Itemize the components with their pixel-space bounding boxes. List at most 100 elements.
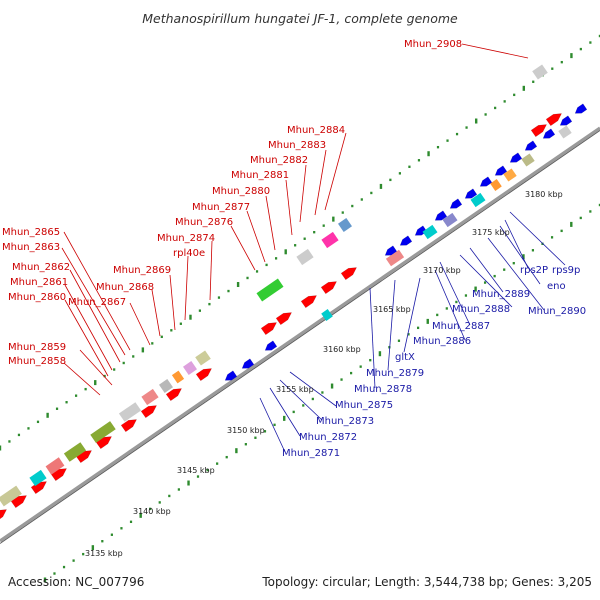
upper-tick-dot [551,67,554,70]
gene-label-top: Mhun_2865 [2,227,60,238]
feature-box [90,421,116,443]
scale-label: 3150 kbp [227,426,265,435]
lower-tick-dot [168,494,171,498]
lower-tick-dot [416,326,420,330]
gene-label-top: Mhun_2859 [8,342,66,353]
scale-label: 3160 kbp [323,345,361,354]
upper-tick-dot [274,257,278,260]
leader-line-bottom [439,261,471,326]
leader-line-top [64,284,113,371]
leader-line-bottom [499,225,541,285]
lower-tick-dot [254,436,257,439]
feature-box [0,485,22,507]
lower-tick-dot [321,391,324,394]
lower-tick-dot [378,351,382,357]
leader-line-top [169,274,176,331]
gene-label-top: Mhun_2861 [10,277,68,288]
upper-tick-dot [132,355,135,358]
gene-label-bottom: Mhun_2878 [354,384,412,395]
upper-tick-dot [389,178,392,182]
upper-tick-dot [46,412,49,418]
gene-label-bottom: eno [547,281,566,292]
upper-tick-dot [532,80,535,83]
upper-tick-dot [0,445,2,451]
leader-line-bottom [469,247,504,293]
upper-tick-dot [560,60,563,64]
gene-label-bottom: Mhun_2886 [413,336,471,347]
leader-line-bottom [509,211,566,266]
scale-label: 3165 kbp [373,305,411,314]
feature-box [159,379,173,393]
lower-tick-dot [62,565,66,569]
gene-label-top: rpl40e [173,248,205,259]
leader-line-top [209,240,213,301]
upper-tick-dot [160,335,163,339]
feature-box-low [521,153,535,167]
upper-tick-dot [427,151,430,157]
lower-tick-dot [91,545,95,551]
gene-label-top: Mhun_2908 [404,39,462,50]
reverse-gene [224,370,238,381]
reverse-gene [449,198,463,209]
upper-tick-dot [370,191,373,195]
feature-box [171,370,185,384]
upper-tick-dot [113,368,116,371]
lower-tick-dot [110,533,113,536]
forward-gene [195,368,212,382]
leader-line-bottom [403,277,421,353]
lower-tick-dot [570,221,573,227]
reverse-gene [524,140,538,151]
reverse-gene [241,358,255,369]
backbone-shadow [0,130,600,544]
gene-label-top: Mhun_2862 [12,262,70,273]
lower-tick-dot [187,480,190,486]
lower-tick-dot [350,371,353,375]
gene-label-top: Mhun_2869 [113,265,171,276]
feature-box-low [321,309,333,321]
lower-tick-dot [311,397,314,401]
reverse-gene [434,210,448,221]
lower-tick-dot [216,462,219,465]
reverse-gene [479,176,493,187]
leader-line-top [285,179,293,236]
forward-gene [275,312,292,326]
scale-label: 3170 kbp [423,266,461,275]
leader-line-top [63,362,101,396]
upper-tick-dot [217,296,221,299]
map-title: Methanospirillum hungatei JF-1, complete… [142,11,458,26]
upper-tick-dot [151,342,154,345]
leader-line-top [324,132,347,211]
upper-tick-dot [436,145,440,149]
lower-tick-dot [598,203,600,207]
feature-box [256,278,284,302]
leader-line-top [230,225,256,271]
lower-tick-dot [244,443,247,446]
gene-label-top: Mhun_2876 [175,217,233,228]
feature-box-low [503,168,517,182]
reverse-gene [384,245,398,256]
upper-tick-dot [8,440,11,443]
scale-label: 3135 kbp [85,549,123,558]
upper-tick-dot [84,387,87,391]
upper-tick-dot [103,374,106,378]
forward-gene [530,124,547,138]
feature-box [45,457,65,475]
gene-label-top: Mhun_2874 [157,233,215,244]
leader-line-bottom [369,287,376,389]
upper-tick-dot [303,237,306,240]
upper-tick-dot [141,347,145,353]
lower-tick-dot [82,552,85,556]
gene-label-top: Mhun_2867 [68,297,126,308]
lower-tick-dot [503,268,506,271]
gene-labels: Mhun_2908 Mhun_2884 Mhun_2883 Mhun_2882 Mhun… [2,39,586,459]
lower-tick-dot [455,300,458,304]
forward-gene [300,295,317,309]
lower-tick-dot [493,274,496,278]
upper-tick-dot [236,282,240,288]
lower-tick-dot [397,339,401,342]
lower-tick-dot [206,468,209,472]
gene-label-bottom: Mhun_2879 [366,368,424,379]
gene-label-bottom: rps2P [520,265,548,276]
upper-tick-dot [379,183,383,189]
